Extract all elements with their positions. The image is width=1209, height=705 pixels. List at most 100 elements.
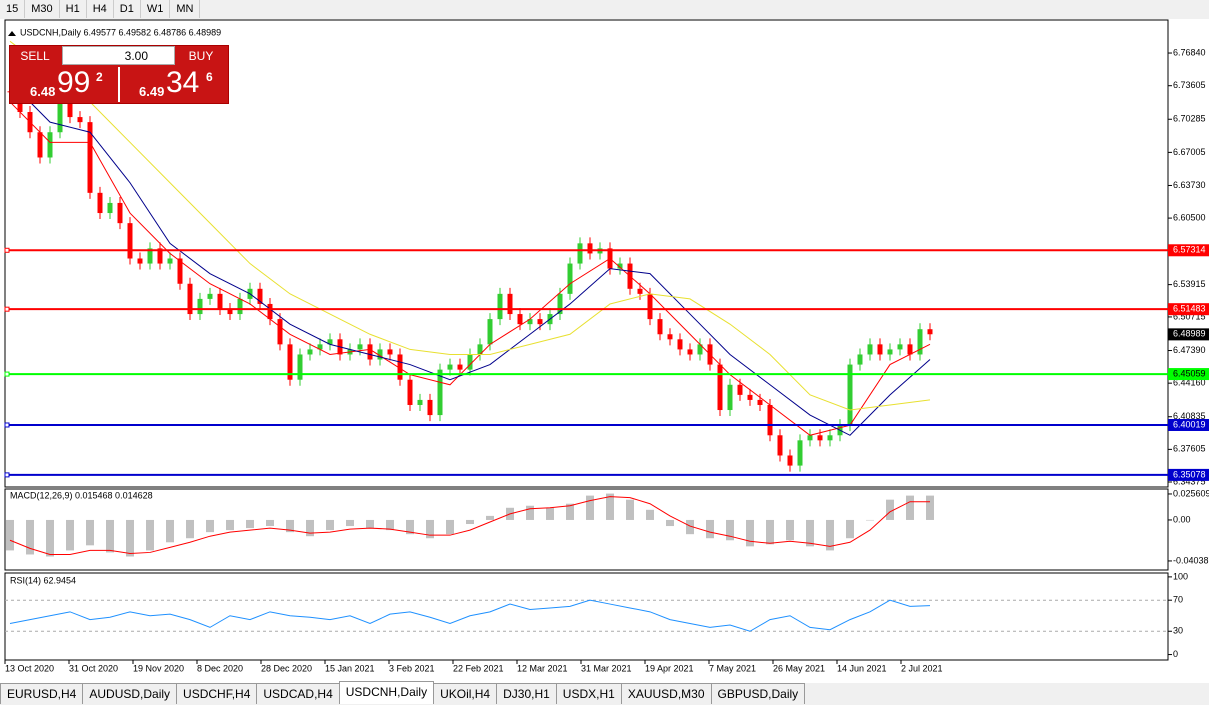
buy-button[interactable]: BUY <box>188 49 214 63</box>
chart-tab[interactable]: DJ30,H1 <box>496 683 557 704</box>
candle <box>157 248 163 264</box>
candle <box>207 293 213 299</box>
x-tick-label: 14 Jun 2021 <box>837 663 887 673</box>
x-tick-label: 2 Jul 2021 <box>901 663 943 673</box>
macd-bar <box>806 519 814 547</box>
chart-tab[interactable]: UKOil,H4 <box>433 683 498 704</box>
macd-bar <box>526 505 534 520</box>
macd-bar <box>26 519 34 555</box>
candle <box>827 435 833 441</box>
y-tick-label: -0.040387 <box>1173 555 1209 565</box>
macd-bar <box>326 519 334 531</box>
level-label-box <box>1168 303 1209 316</box>
candle <box>797 440 803 466</box>
timeframe-button[interactable]: 15 <box>0 0 26 18</box>
moving-average <box>9 101 931 436</box>
timeframe-button[interactable]: M30 <box>25 0 60 18</box>
macd-bar <box>206 519 214 533</box>
ask-fraction: 6 <box>206 70 213 84</box>
timeframe-button[interactable]: D1 <box>114 0 141 18</box>
candle <box>367 344 373 360</box>
macd-bar <box>606 493 614 520</box>
chart-tab[interactable]: GBPUSD,Daily <box>710 683 806 704</box>
level-handle <box>4 371 10 377</box>
candle <box>287 344 293 380</box>
candle <box>427 399 433 416</box>
lot-input[interactable]: 3.00 <box>62 46 175 65</box>
macd-bar <box>166 519 174 543</box>
macd-bar <box>406 519 414 535</box>
candle <box>877 344 883 355</box>
timeframe-button[interactable]: H1 <box>60 0 87 18</box>
chart-window: USDCNH,Daily 6.49577 6.49582 6.48786 6.4… <box>0 19 1209 683</box>
chart-tab[interactable]: AUDUSD,Daily <box>82 683 178 704</box>
x-tick-label: 19 Apr 2021 <box>645 663 694 673</box>
chart-tab[interactable]: USDCNH,Daily <box>338 681 435 704</box>
macd-bar <box>666 519 674 527</box>
candle <box>57 101 63 133</box>
chart-tab[interactable]: USDCAD,H4 <box>256 683 340 704</box>
macd-bar <box>446 519 454 535</box>
macd-bar <box>906 495 914 520</box>
macd-bar <box>466 519 474 525</box>
macd-pane-frame <box>4 488 1169 571</box>
macd-bar <box>146 519 154 551</box>
macd-bar <box>686 519 694 535</box>
macd-bar <box>386 519 394 531</box>
level-label: 6.45059 <box>1173 368 1206 378</box>
candle <box>807 435 813 441</box>
panel-divider <box>118 67 120 102</box>
candle <box>717 364 723 411</box>
current-price-label: 6.48989 <box>1173 329 1206 339</box>
candle <box>557 293 563 315</box>
candle <box>867 344 873 355</box>
chart-tab[interactable]: EURUSD,H4 <box>0 683 84 704</box>
candle <box>107 202 113 214</box>
bid-fraction: 2 <box>96 70 103 84</box>
x-tick-label: 22 Feb 2021 <box>453 663 504 673</box>
candle <box>437 369 443 416</box>
chart-tab[interactable]: USDX,H1 <box>555 683 622 704</box>
candle <box>907 344 913 355</box>
candle <box>147 248 153 264</box>
candle <box>237 298 243 315</box>
candle <box>737 384 743 395</box>
rsi-title: RSI(14) 62.9454 <box>10 575 76 585</box>
candle <box>477 344 483 355</box>
level-label: 6.40019 <box>1173 419 1206 429</box>
x-tick-label: 12 Mar 2021 <box>517 663 568 673</box>
level-label-box <box>1168 468 1209 481</box>
moving-average <box>9 81 931 436</box>
x-tick-label: 15 Jan 2021 <box>325 663 375 673</box>
candle <box>167 258 173 264</box>
macd-bar <box>6 519 14 551</box>
candle <box>897 344 903 350</box>
macd-bar <box>646 509 654 520</box>
candle <box>917 329 923 355</box>
candle <box>277 319 283 345</box>
chart-tab[interactable]: XAUUSD,M30 <box>620 683 712 704</box>
macd-bar <box>46 519 54 557</box>
candle <box>317 344 323 350</box>
level-label-box <box>1168 418 1209 431</box>
macd-bar <box>226 519 234 531</box>
macd-bar <box>826 519 834 551</box>
y-tick-label: 6.34375 <box>1173 476 1206 486</box>
candle <box>467 354 473 370</box>
sell-button[interactable]: SELL <box>20 49 50 63</box>
bid-prefix: 6.48 <box>30 84 56 99</box>
candle <box>497 293 503 320</box>
x-tick-label: 31 Oct 2020 <box>69 663 118 673</box>
timeframe-button[interactable]: W1 <box>141 0 171 18</box>
macd-bar <box>186 519 194 539</box>
y-tick-label: 6.73605 <box>1173 80 1206 90</box>
candle <box>767 404 773 436</box>
collapse-arrow[interactable] <box>8 31 16 36</box>
ask-prefix: 6.49 <box>139 84 165 99</box>
timeframe-button[interactable]: H4 <box>87 0 114 18</box>
candle <box>67 101 73 118</box>
chart-tab[interactable]: USDCHF,H4 <box>176 683 258 704</box>
current-price-box <box>1168 328 1209 341</box>
timeframe-button[interactable]: MN <box>170 0 201 18</box>
macd-bar <box>286 519 294 533</box>
